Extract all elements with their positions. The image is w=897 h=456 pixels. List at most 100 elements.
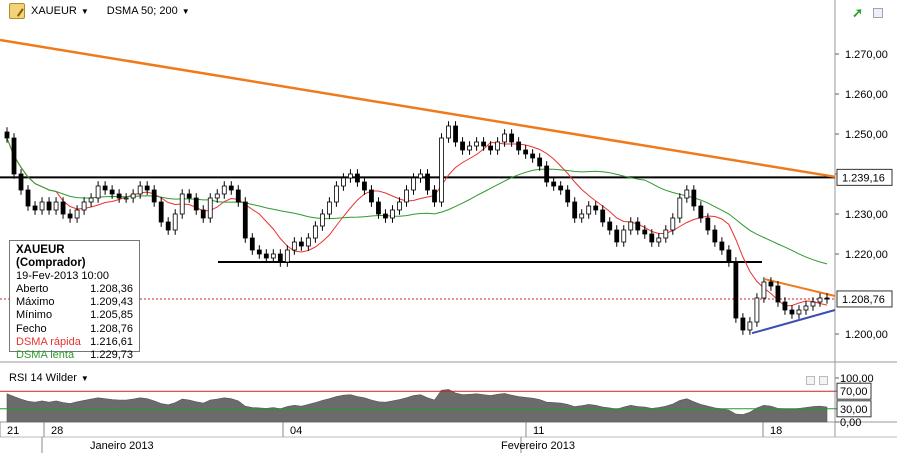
candle-body bbox=[565, 189, 571, 203]
info-row-label: DSMA lenta bbox=[16, 349, 75, 362]
candle-body bbox=[383, 213, 388, 219]
candle-body bbox=[691, 189, 697, 207]
candle-body bbox=[747, 321, 753, 331]
candle-body bbox=[18, 173, 24, 191]
candle-body bbox=[733, 261, 739, 319]
candle-body bbox=[509, 133, 515, 143]
candle-body bbox=[516, 141, 522, 151]
candle-body bbox=[341, 177, 346, 187]
candle-body bbox=[158, 201, 164, 223]
candle-body bbox=[719, 241, 725, 251]
candle-body bbox=[621, 229, 627, 243]
chevron-down-icon: ▼ bbox=[80, 374, 89, 383]
candle-body bbox=[411, 177, 416, 191]
candle-body bbox=[817, 297, 823, 303]
rsi-tick-label: 30,00 bbox=[840, 404, 868, 416]
candle-body bbox=[172, 213, 178, 231]
rsi-controls bbox=[806, 376, 828, 385]
candle-body bbox=[186, 193, 192, 199]
candle-body bbox=[586, 205, 592, 215]
candle-body bbox=[4, 131, 10, 139]
candle-body bbox=[95, 185, 101, 199]
candle-body bbox=[74, 209, 80, 219]
candle-body bbox=[376, 201, 381, 215]
candle-body bbox=[705, 217, 711, 231]
rsi-selector[interactable]: RSI 14 Wilder ▼ bbox=[9, 372, 89, 384]
time-tick-label: 28 bbox=[51, 425, 63, 437]
candle-body bbox=[502, 133, 508, 143]
last-price-badge-text: 1.208,76 bbox=[842, 294, 885, 306]
candle-body bbox=[25, 189, 31, 207]
candle-body bbox=[249, 237, 255, 251]
candle-body bbox=[418, 173, 423, 179]
info-row-value: 1.229,73 bbox=[90, 349, 133, 362]
price-tick-label: 1.220,00 bbox=[845, 249, 888, 261]
candle-body bbox=[334, 185, 339, 203]
candle-body bbox=[362, 181, 367, 191]
candle-body bbox=[32, 205, 38, 211]
candle-body bbox=[277, 253, 283, 263]
rsi-area bbox=[6, 389, 828, 423]
candle-body bbox=[495, 141, 500, 151]
candle-body bbox=[123, 197, 129, 200]
symbol-selector[interactable]: XAUEUR ▼ bbox=[31, 5, 89, 17]
candle-body bbox=[579, 213, 585, 219]
candle-body bbox=[761, 281, 767, 299]
info-row-value: 1.209,43 bbox=[90, 296, 133, 309]
candle-body bbox=[635, 221, 641, 231]
candle-body bbox=[698, 205, 704, 219]
candle-body bbox=[298, 241, 304, 247]
symbol-label: XAUEUR bbox=[31, 5, 77, 17]
info-row-value: 1.208,36 bbox=[90, 283, 133, 295]
candle-body bbox=[481, 141, 486, 147]
rsi-tick-label: 100,00 bbox=[840, 373, 874, 385]
trend-arrow-icon[interactable]: ➚ bbox=[852, 5, 863, 20]
candle-body bbox=[228, 185, 234, 191]
maximize-icon[interactable] bbox=[873, 8, 883, 18]
indicator-selector[interactable]: DSMA 50; 200 ▼ bbox=[107, 5, 190, 17]
info-date: 19-Fev-2013 10:00 bbox=[16, 270, 109, 282]
candle-body bbox=[397, 201, 402, 211]
candle-body bbox=[670, 217, 676, 231]
chevron-down-icon: ▼ bbox=[181, 7, 190, 16]
month-label: Fevereiro 2013 bbox=[501, 440, 575, 452]
pencil-icon[interactable] bbox=[9, 3, 25, 19]
candle-body bbox=[355, 173, 360, 183]
candle-body bbox=[446, 125, 451, 139]
rsi-label: RSI 14 Wilder bbox=[9, 372, 77, 384]
candle-body bbox=[369, 189, 374, 203]
info-row-value: 1.208,76 bbox=[90, 322, 133, 335]
candle-body bbox=[193, 197, 199, 211]
candle-body bbox=[614, 229, 620, 243]
candle-body bbox=[649, 233, 655, 243]
restore-icon[interactable] bbox=[806, 376, 815, 385]
candle-body bbox=[782, 301, 788, 311]
time-tick-label: 18 bbox=[770, 425, 782, 437]
candle-body bbox=[726, 249, 732, 263]
candle-body bbox=[235, 189, 241, 203]
info-title: XAUEUR (Comprador) bbox=[16, 244, 86, 269]
candle-body bbox=[284, 249, 290, 263]
candle-body bbox=[523, 149, 529, 155]
candle-body bbox=[656, 237, 662, 243]
candle-body bbox=[326, 201, 332, 215]
candle-body bbox=[263, 253, 269, 259]
candle-body bbox=[200, 209, 206, 219]
candle-body bbox=[453, 125, 458, 143]
close-pane-icon[interactable] bbox=[819, 376, 828, 385]
price-tick-label: 1.260,00 bbox=[845, 89, 888, 101]
candle-body bbox=[144, 185, 150, 191]
candle-body bbox=[824, 297, 830, 300]
candle-body bbox=[768, 281, 774, 287]
trendline-upper bbox=[764, 278, 836, 297]
candle-body bbox=[600, 209, 606, 223]
info-row-value: 1.205,85 bbox=[90, 309, 133, 322]
candle-body bbox=[39, 201, 45, 211]
candle-body bbox=[740, 317, 746, 331]
candle-body bbox=[67, 213, 73, 219]
candle-body bbox=[81, 201, 87, 211]
candle-body bbox=[256, 249, 262, 255]
candle-body bbox=[53, 201, 59, 211]
